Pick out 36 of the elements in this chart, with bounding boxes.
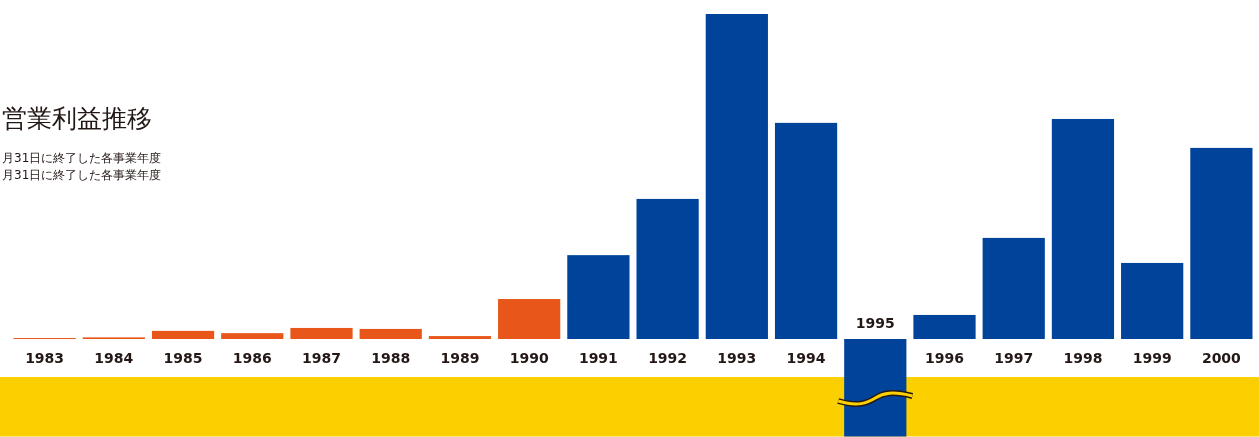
text: 月31日に終了した各事業年度 bbox=[2, 151, 162, 165]
bar bbox=[982, 237, 1045, 339]
x-tick-label: 1987 bbox=[302, 350, 341, 366]
bar bbox=[151, 330, 215, 339]
x-tick-label: 1989 bbox=[440, 350, 480, 366]
bar bbox=[705, 14, 768, 339]
bar bbox=[498, 299, 561, 339]
x-tick-label: 1990 bbox=[509, 350, 549, 366]
x-tick-label: 1984 bbox=[94, 350, 134, 366]
annotation: 月31日に終了した各事業年度 bbox=[2, 168, 162, 182]
x-tick-label: 1998 bbox=[1063, 350, 1103, 366]
x-tick-label: 1992 bbox=[648, 350, 688, 366]
bar bbox=[913, 314, 976, 339]
bar bbox=[221, 333, 284, 339]
x-tick-label: 1994 bbox=[786, 350, 826, 366]
x-tick-label: 1999 bbox=[1132, 350, 1172, 366]
x-tick-label: 1995 bbox=[855, 315, 895, 331]
bar bbox=[359, 328, 422, 339]
x-tick-label: 1983 bbox=[25, 350, 65, 366]
text: 営業利益推移 bbox=[2, 104, 152, 133]
bar bbox=[1121, 262, 1184, 339]
x-tick-label: 1988 bbox=[371, 350, 411, 366]
x-tick-label: 1986 bbox=[232, 350, 272, 366]
bar bbox=[428, 336, 492, 339]
x-tick-label: 1993 bbox=[717, 350, 757, 366]
x-tick-label: 2000 bbox=[1201, 350, 1242, 366]
x-tick-label: 1996 bbox=[925, 350, 964, 366]
bar bbox=[290, 327, 353, 339]
bar bbox=[636, 198, 699, 339]
bar bbox=[567, 255, 630, 339]
bar bbox=[774, 122, 838, 339]
x-tick-label: 1997 bbox=[994, 350, 1034, 366]
x-tick-label: 1985 bbox=[163, 350, 203, 366]
bar bbox=[1051, 118, 1115, 339]
bar bbox=[1190, 147, 1253, 339]
x-tick-label: 1991 bbox=[578, 350, 618, 366]
